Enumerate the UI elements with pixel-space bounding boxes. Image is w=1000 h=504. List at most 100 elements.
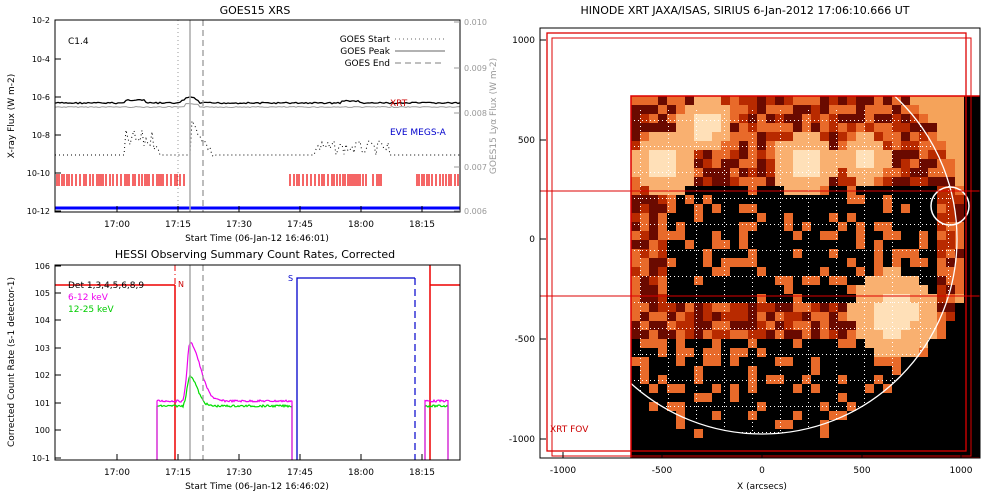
grid-dot — [906, 302, 907, 303]
grid-dot — [854, 406, 855, 407]
xrt-pixel — [874, 114, 883, 123]
xrt-pixel — [883, 438, 892, 447]
grid-dot — [948, 246, 949, 247]
grid-dot — [722, 224, 723, 225]
xrt-pixel — [676, 330, 685, 339]
grid-dot — [836, 122, 837, 123]
grid-dot — [694, 120, 695, 121]
xrt-pixel — [847, 204, 856, 213]
grid-dot — [808, 326, 809, 327]
xrt-pixel — [865, 384, 874, 393]
xrt-pixel — [928, 213, 937, 222]
grid-dot — [780, 278, 781, 279]
grid-dot — [842, 328, 843, 329]
xrt-pixel — [721, 195, 730, 204]
xrt-pixel — [919, 339, 928, 348]
xrt-pixel — [712, 294, 721, 303]
xrt-pixel — [631, 168, 640, 177]
grid-dot — [640, 202, 641, 203]
xrt-pixel — [793, 375, 802, 384]
xrt-pixel — [973, 393, 980, 402]
grid-dot — [920, 298, 921, 299]
xrt-pixel — [820, 276, 829, 285]
grid-dot — [686, 224, 687, 225]
xrt-pixel — [721, 141, 730, 150]
grid-dot — [836, 250, 837, 251]
grid-dot — [640, 318, 641, 319]
xrt-pixel — [838, 276, 847, 285]
xrt-pixel — [730, 213, 739, 222]
xrt-pixel — [649, 249, 658, 258]
xrt-pixel — [721, 159, 730, 168]
grid-dot — [730, 120, 731, 121]
grid-dot — [798, 354, 799, 355]
xrt-pixel — [928, 177, 937, 186]
xrt-pixel — [739, 330, 748, 339]
xrt-pixel — [928, 420, 937, 429]
xrt-pixel — [757, 231, 766, 240]
grid-dot — [640, 142, 641, 143]
grid-dot — [640, 346, 641, 347]
grid-dot — [894, 198, 895, 199]
grid-dot — [842, 250, 843, 251]
xrt-pixel — [757, 402, 766, 411]
xrt-pixel — [730, 303, 739, 312]
xrt-image — [631, 96, 980, 458]
grid-dot — [668, 114, 669, 115]
grid-dot — [892, 258, 893, 259]
xrt-pixel — [640, 375, 649, 384]
grid-dot — [770, 328, 771, 329]
xrt-pixel — [937, 339, 946, 348]
xrt-pixel — [892, 204, 901, 213]
grid-dot — [814, 146, 815, 147]
xrt-pixel — [757, 438, 766, 447]
grid-dot — [752, 298, 753, 299]
xrt-pixel — [964, 240, 973, 249]
grid-dot — [738, 146, 739, 147]
xrt-pixel — [910, 438, 919, 447]
xrt-pixel — [964, 96, 973, 105]
xrt-pixel — [838, 159, 847, 168]
xrt-pixel — [901, 249, 910, 258]
xrt-pixel — [766, 357, 775, 366]
grid-dot — [926, 198, 927, 199]
xrt-pixel — [919, 420, 928, 429]
grid-dot — [702, 328, 703, 329]
grid-dot — [836, 118, 837, 119]
grid-dot — [818, 380, 819, 381]
xrt-pixel — [973, 348, 980, 357]
grid-dot — [738, 354, 739, 355]
grid-dot — [806, 250, 807, 251]
grid-dot — [696, 338, 697, 339]
grid-dot — [920, 226, 921, 227]
grid-dot — [686, 250, 687, 251]
xrt-pixel — [865, 240, 874, 249]
xrt-x-tick-label: 1000 — [950, 466, 973, 476]
grid-dot — [662, 146, 663, 147]
hessi-legend-det: Det 1,3,4,5,6,8,9 — [68, 281, 144, 291]
grid-dot — [766, 198, 767, 199]
xrt-pixel — [658, 285, 667, 294]
grid-dot — [752, 310, 753, 311]
grid-dot — [640, 274, 641, 275]
grid-dot — [686, 198, 687, 199]
xrt-pixel — [874, 393, 883, 402]
grid-dot — [826, 198, 827, 199]
grid-dot — [846, 224, 847, 225]
xrt-pixel — [802, 429, 811, 438]
xrt-pixel — [793, 177, 802, 186]
xrt-pixel — [640, 429, 649, 438]
grid-dot — [818, 302, 819, 303]
xrt-pixel — [640, 267, 649, 276]
grid-dot — [726, 198, 727, 199]
grid-dot — [654, 276, 655, 277]
xrt-pixel — [712, 285, 721, 294]
xrt-pixel — [919, 456, 928, 458]
grid-dot — [668, 214, 669, 215]
grid-dot — [752, 110, 753, 111]
grid-dot — [808, 406, 809, 407]
grid-dot — [838, 406, 839, 407]
xrt-pixel — [757, 96, 766, 105]
grid-dot — [738, 250, 739, 251]
